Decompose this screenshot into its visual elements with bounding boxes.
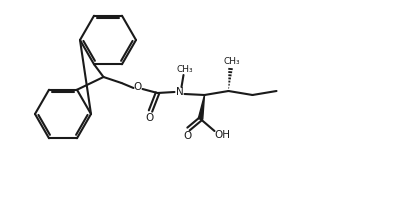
Text: OH: OH <box>214 130 230 140</box>
Text: O: O <box>145 113 154 123</box>
Polygon shape <box>198 95 204 119</box>
Text: CH₃: CH₃ <box>223 57 240 67</box>
Text: N: N <box>176 87 183 97</box>
Text: O: O <box>183 131 192 141</box>
Text: CH₃: CH₃ <box>176 64 193 73</box>
Text: O: O <box>133 82 142 92</box>
